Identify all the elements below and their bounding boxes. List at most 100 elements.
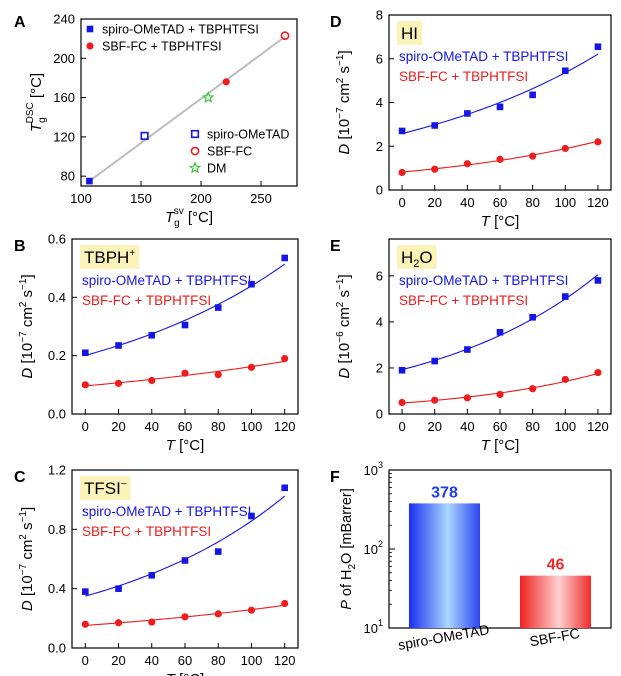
label-part: HI — [401, 24, 418, 43]
y-tick-label: 80 — [61, 169, 75, 184]
y-tick-label: 120 — [53, 129, 75, 144]
y-tick-label: 0.4 — [48, 581, 66, 596]
y-tick-label: 6 — [376, 268, 383, 283]
y-axis-label: D [10−6 cm2 s−1] — [335, 274, 353, 378]
y-tick-label: 8 — [376, 8, 383, 23]
y-axis-label: D [10−7 cm2 s−1] — [18, 274, 36, 378]
label-part: [°C] — [175, 671, 204, 676]
panel-label-c: C — [14, 469, 26, 486]
panel-label-a: A — [14, 14, 26, 31]
label-part: s — [19, 290, 36, 302]
annotation-label: HI — [401, 24, 418, 43]
label-part: H — [401, 248, 413, 267]
x-tick-label: 80 — [525, 195, 539, 210]
x-tick-label: 80 — [211, 419, 225, 434]
legend-marker — [190, 129, 200, 139]
legend-label: SBF-FC — [207, 145, 252, 159]
label-part: [°C] — [28, 73, 45, 102]
legend-label: spiro-OMeTAD + TBPHTFSI — [82, 273, 251, 288]
y-axis-label: D [10−7 cm2 s−1] — [335, 50, 353, 154]
y-tick-label: 2 — [376, 139, 383, 154]
data-point — [86, 177, 93, 185]
label-part: T — [481, 213, 492, 230]
label-part: g — [37, 117, 48, 123]
label-part: 2 — [18, 534, 29, 540]
data-point — [247, 363, 256, 371]
data-point — [529, 313, 536, 321]
label-part: −7 — [18, 563, 29, 575]
x-tick-label: 100 — [554, 419, 576, 434]
label-part: g — [174, 218, 180, 229]
label-part: s — [336, 66, 353, 78]
y-tick-label: 0.0 — [48, 641, 66, 656]
label-part: of H — [339, 570, 355, 601]
data-point — [398, 366, 406, 374]
legend-label: SBF-FC + TBPHTFSI — [82, 524, 211, 539]
label-part: −1 — [335, 54, 346, 66]
data-point — [398, 127, 406, 135]
data-point — [463, 394, 471, 402]
y-tick-label: 0.4 — [48, 290, 66, 305]
y-tick-label: 6 — [376, 51, 383, 66]
label-part: D — [336, 144, 353, 155]
label-part: cm — [19, 307, 36, 331]
data-point — [181, 369, 189, 377]
data-point — [529, 91, 536, 99]
x-axis-label: T [°C] — [481, 437, 520, 454]
x-tick-label: 120 — [587, 419, 609, 434]
label-part: T — [166, 671, 177, 676]
data-point — [148, 376, 156, 385]
x-axis-label: Tgsv [°C] — [165, 206, 213, 229]
y-tick-label: 1.2 — [48, 463, 66, 478]
label-part: −1 — [335, 278, 346, 290]
y-tick-label: 0.6 — [48, 232, 66, 247]
y-tick-label: 4 — [376, 314, 383, 329]
label-part: ] — [19, 274, 36, 278]
label-part: [°C] — [490, 437, 519, 454]
series-fit-1 — [402, 372, 599, 404]
x-tick-label: 120 — [587, 195, 609, 210]
label-part: D — [19, 600, 36, 611]
plot-frame — [80, 18, 298, 187]
label-part: [10 — [19, 343, 36, 368]
legend-marker — [188, 161, 202, 174]
label-part: ] — [19, 507, 36, 511]
label-part: [°C] — [490, 213, 519, 230]
data-point — [594, 138, 602, 146]
bar — [408, 503, 481, 628]
legend-label: SBF-FC + TBPHTFSI — [102, 40, 222, 54]
x-tick-label: 60 — [178, 419, 192, 434]
data-point — [496, 390, 504, 399]
label-part: −1 — [18, 511, 29, 523]
y-tick-label: 101 — [364, 618, 383, 636]
data-point — [281, 254, 289, 262]
x-tick-label: 40 — [145, 419, 159, 434]
label-part: [°C] — [175, 437, 204, 454]
x-tick-label: 0 — [398, 195, 405, 210]
x-tick-label: 60 — [178, 653, 192, 668]
panel-label-b: B — [14, 238, 26, 255]
legend-marker — [190, 146, 200, 156]
label-part: + — [129, 248, 135, 259]
data-point — [248, 280, 255, 288]
x-axis-label: T [°C] — [481, 213, 520, 230]
data-point — [496, 328, 504, 336]
label-part: − — [121, 479, 127, 490]
label-part: O [mBarrer] — [339, 488, 355, 564]
data-point — [214, 548, 222, 555]
label-part: T — [166, 437, 177, 454]
label-part: 2 — [18, 301, 29, 307]
annotation-box — [80, 245, 140, 269]
data-point — [464, 110, 471, 117]
x-tick-label: 40 — [460, 195, 474, 210]
label-part: s — [336, 290, 353, 302]
data-point — [248, 512, 255, 520]
x-tick-label: 20 — [111, 419, 125, 434]
label-part: DSC — [25, 102, 36, 123]
data-point — [431, 165, 439, 173]
data-point — [561, 144, 569, 153]
data-point — [148, 331, 156, 339]
data-point — [214, 371, 222, 379]
label-part: TBPH — [84, 248, 129, 267]
